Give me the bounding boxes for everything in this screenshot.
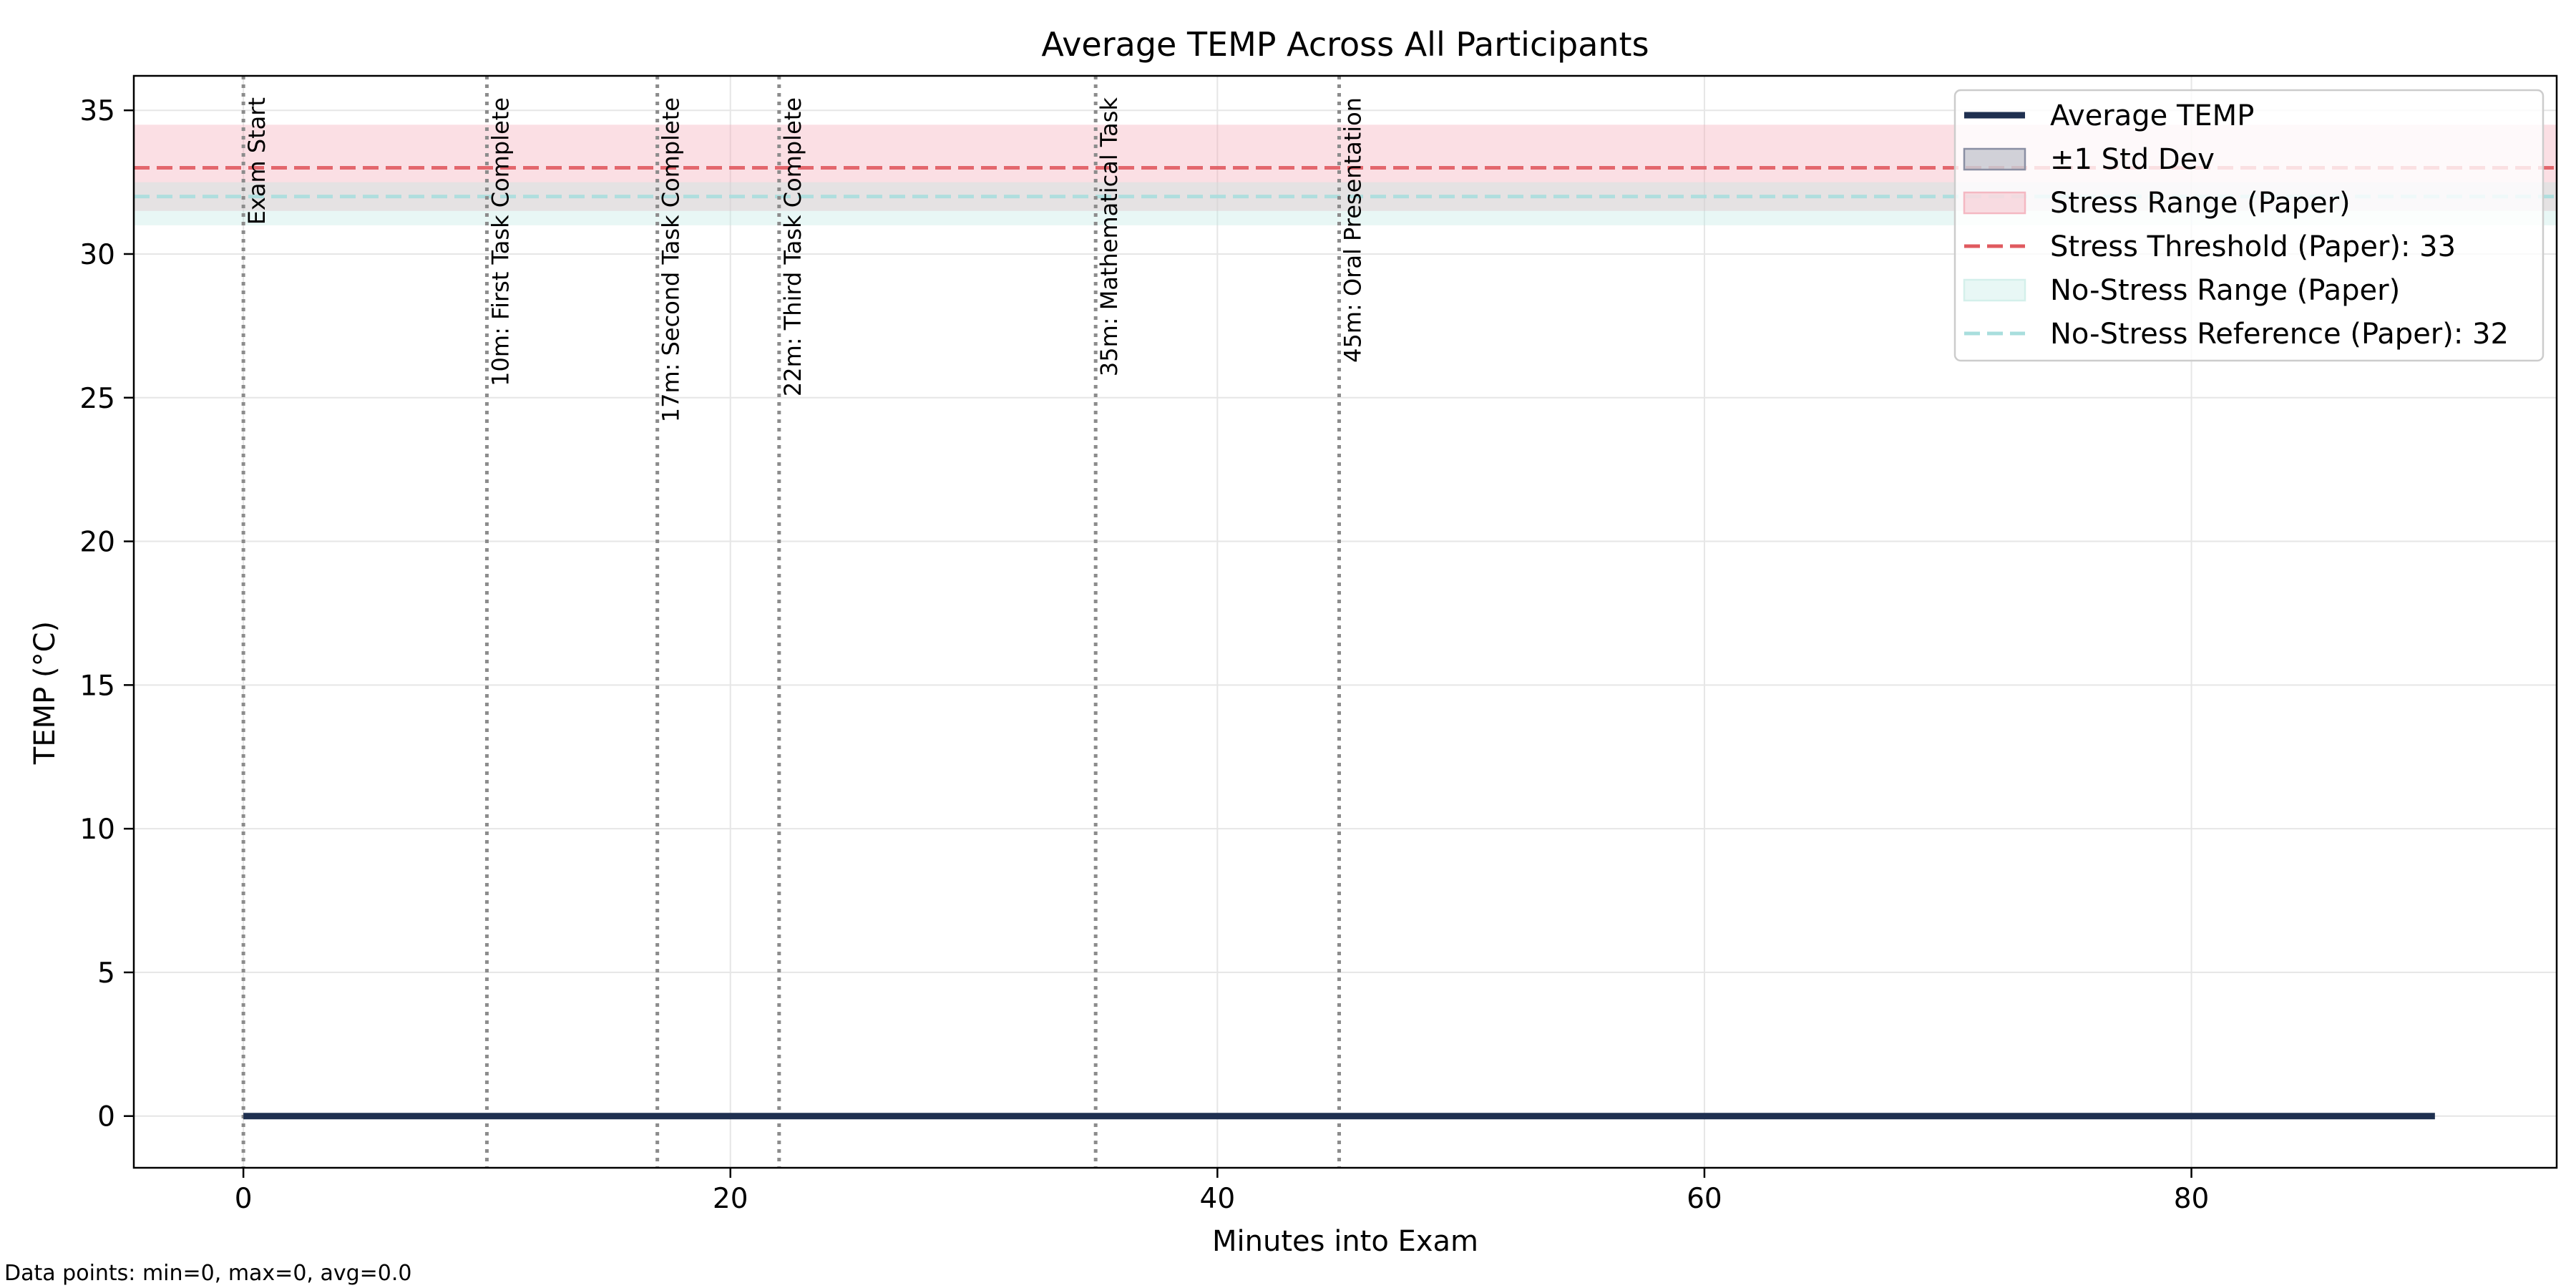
y-tick-label: 20 [79, 527, 115, 559]
legend-box [1953, 89, 2545, 362]
event-marker-label: 10m: First Task Complete [487, 97, 514, 386]
event-marker-label: 17m: Second Task Complete [658, 97, 685, 422]
y-tick-label: 5 [97, 957, 115, 990]
axes-frame [132, 74, 2558, 1169]
y-axis-label: TEMP (°C) [29, 621, 62, 765]
x-tick-label: 60 [1687, 1183, 1722, 1215]
legend-swatch-no-stress-range [1963, 278, 2026, 302]
y-tick-label: 10 [79, 814, 115, 846]
y-tick-label: 25 [79, 383, 115, 415]
y-tick-label: 30 [79, 239, 115, 271]
legend-label: No-Stress Range (Paper) [2050, 274, 2400, 307]
legend: Average TEMP ±1 Std Dev Stress Range (Pape… [1953, 89, 2545, 362]
event-marker-label: 22m: Third Task Complete [779, 97, 806, 396]
legend-label: No-Stress Reference (Paper): 32 [2050, 318, 2509, 351]
x-tick-label: 40 [1200, 1183, 1236, 1215]
x-tick-label: 0 [235, 1183, 253, 1215]
event-marker-label: 35m: Mathematical Task [1096, 97, 1123, 377]
legend-label: Average TEMP [2050, 99, 2254, 132]
legend-label: Stress Threshold (Paper): 33 [2050, 230, 2456, 263]
grid [134, 76, 2557, 1168]
chart-title: Average TEMP Across All Participants [1041, 25, 1649, 64]
legend-swatch-std-dev [1963, 147, 2026, 171]
legend-swatch-stress-range [1963, 191, 2026, 215]
legend-label: Stress Range (Paper) [2050, 187, 2351, 220]
legend-label: ±1 Std Dev [2050, 143, 2215, 176]
event-marker-label: Exam Start [243, 97, 270, 225]
x-tick-label: 80 [2174, 1183, 2210, 1215]
x-axis-label: Minutes into Exam [1212, 1225, 1478, 1258]
x-tick-label: 20 [713, 1183, 748, 1215]
data-summary-note: Data points: min=0, max=0, avg=0.0 [4, 1261, 412, 1286]
y-tick-label: 15 [79, 670, 115, 702]
y-tick-label: 0 [97, 1101, 115, 1133]
y-tick-label: 35 [79, 95, 115, 127]
event-marker-label: 45m: Oral Presentation [1339, 97, 1366, 363]
